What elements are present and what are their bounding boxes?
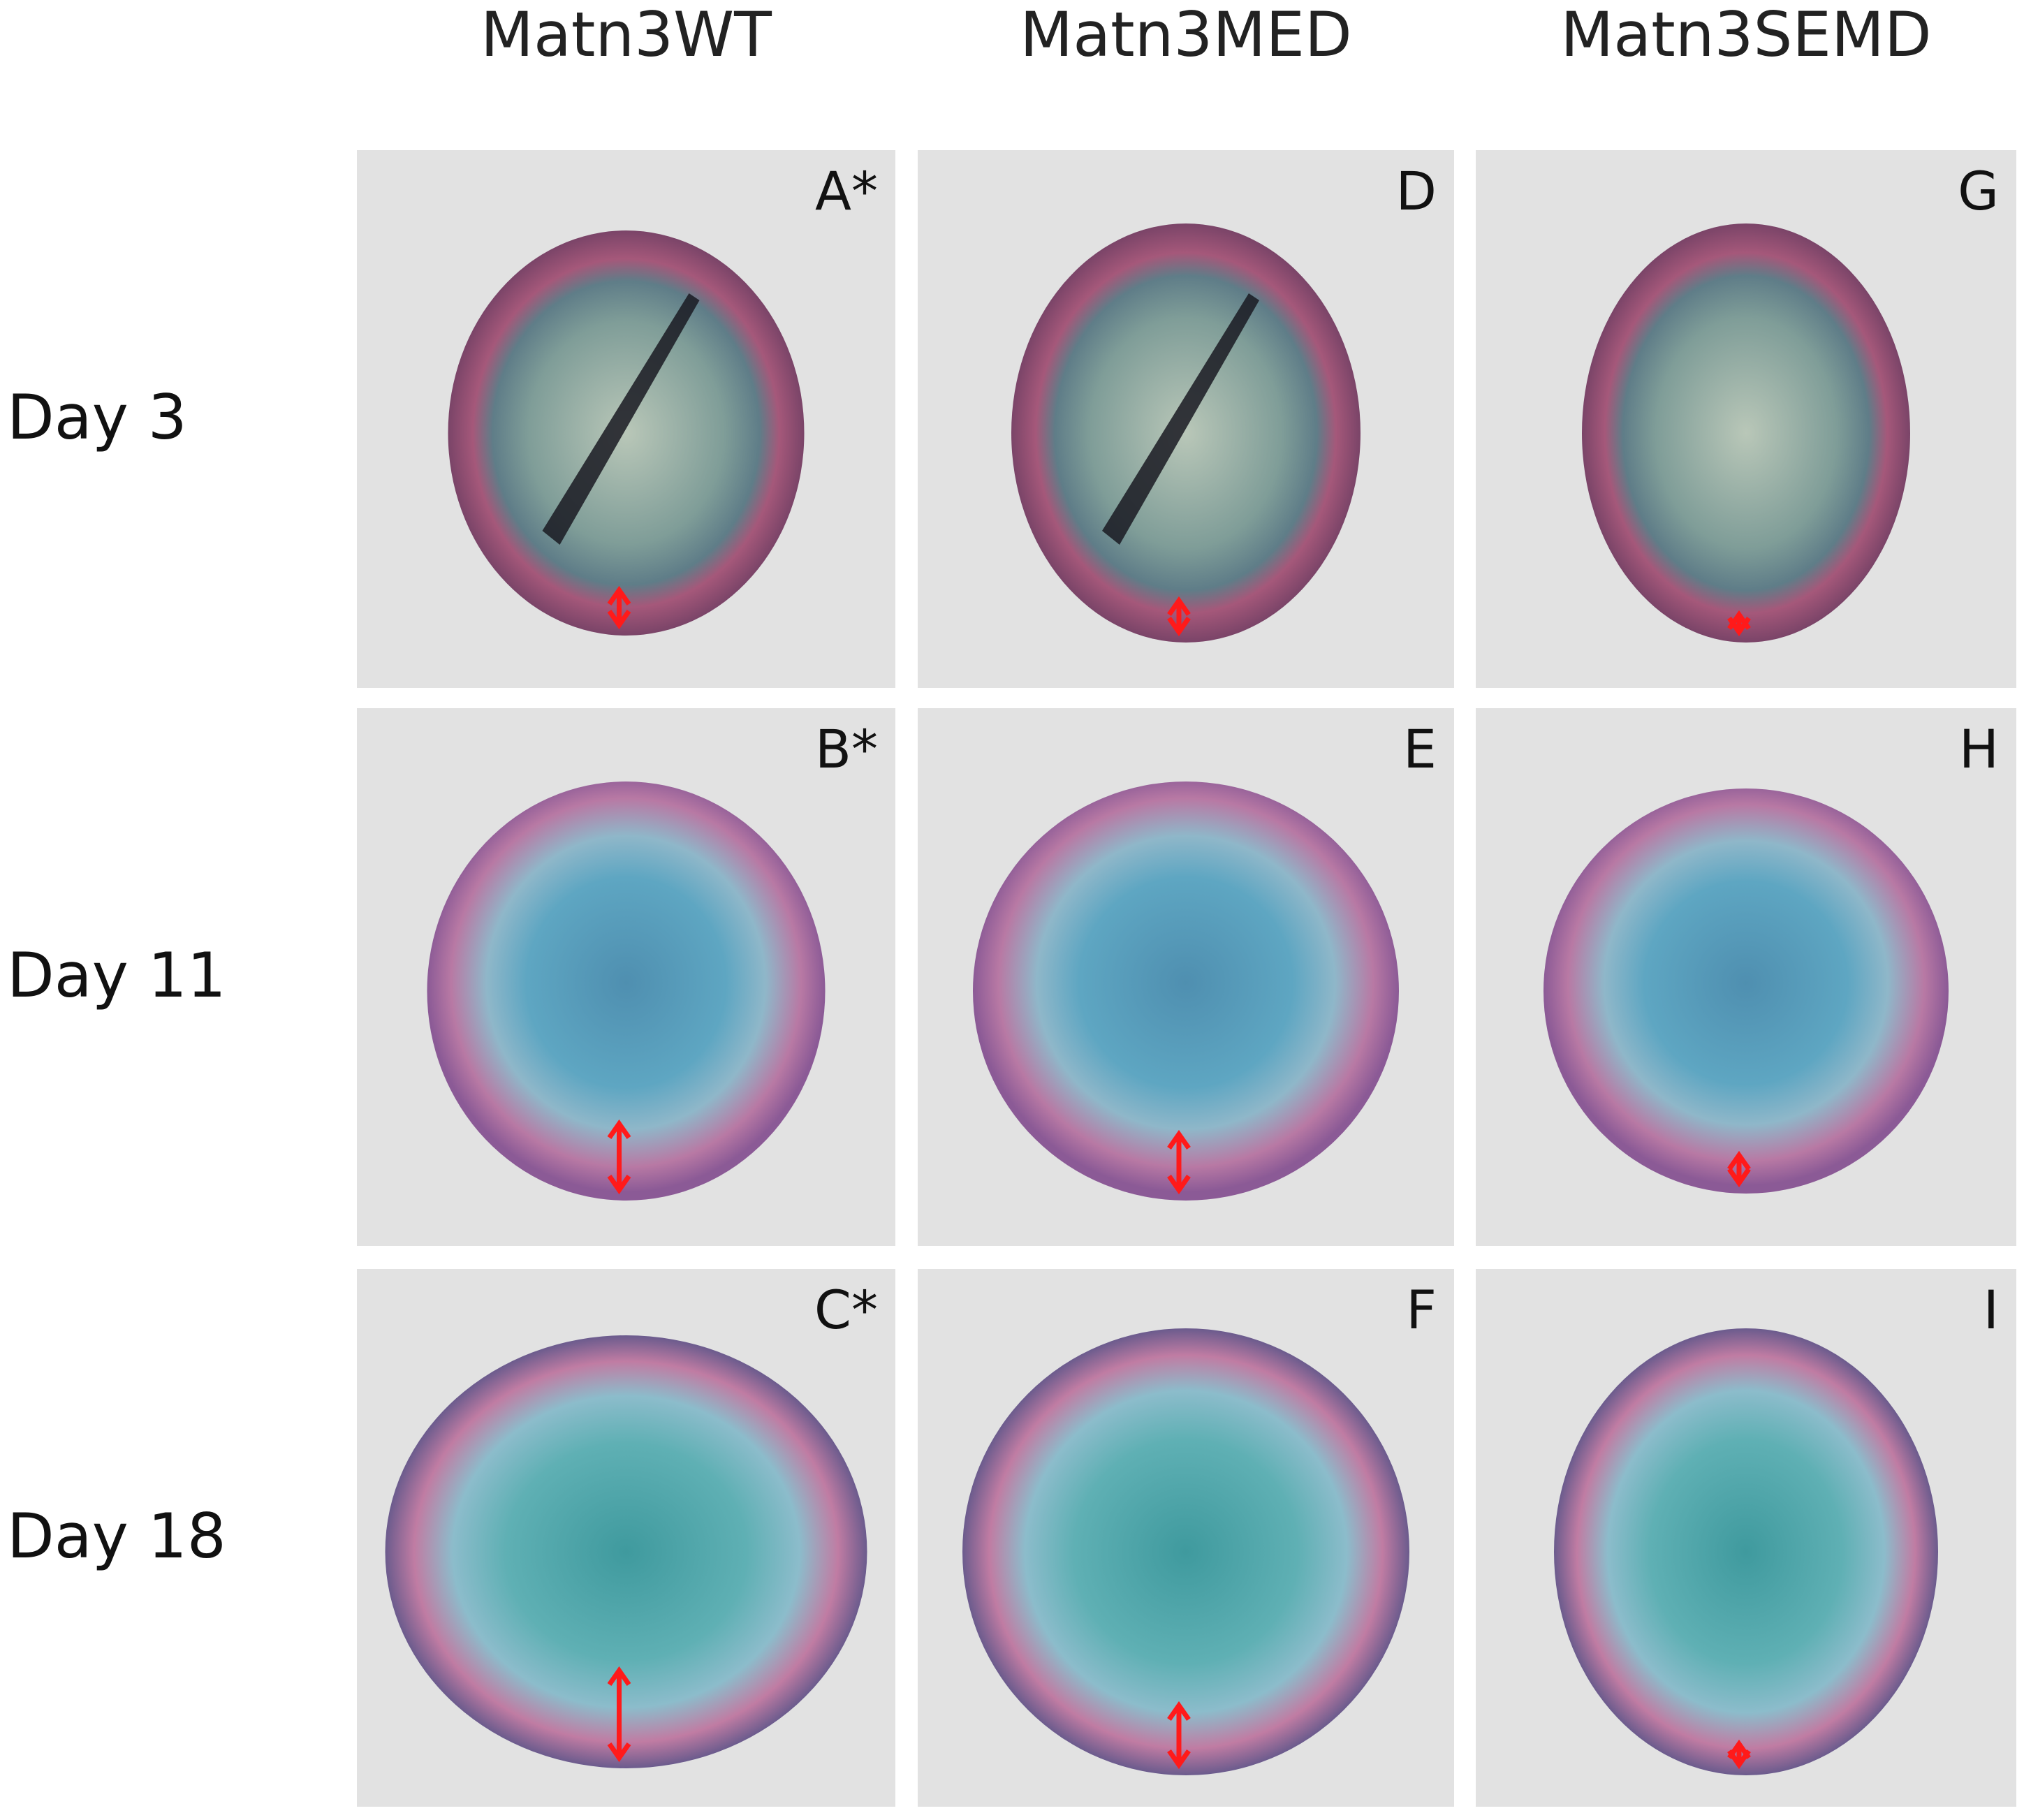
panel: B* bbox=[357, 708, 895, 1246]
panel-letter: B* bbox=[815, 718, 878, 780]
arrow-head bbox=[607, 1666, 631, 1687]
specimen bbox=[427, 781, 826, 1201]
panel-letter: A* bbox=[815, 160, 878, 222]
panel-letter: C* bbox=[814, 1279, 878, 1341]
panel: A* bbox=[357, 150, 895, 688]
specimen bbox=[1582, 223, 1910, 643]
specimen bbox=[448, 230, 805, 636]
specimen bbox=[1543, 788, 1949, 1194]
arrow-head bbox=[1727, 1150, 1751, 1171]
specimen bbox=[385, 1335, 867, 1768]
panel-letter: G bbox=[1958, 160, 1999, 222]
panel-letter: F bbox=[1406, 1279, 1437, 1341]
column-header: Matn3WT bbox=[481, 0, 772, 71]
panel: G bbox=[1476, 150, 2016, 688]
arrow-head bbox=[1727, 1749, 1751, 1770]
panel: D bbox=[918, 150, 1454, 688]
panel-letter: I bbox=[1983, 1279, 1999, 1341]
row-label: Day 18 bbox=[7, 1500, 226, 1572]
panel-letter: D bbox=[1395, 160, 1437, 222]
arrow-head bbox=[1167, 1174, 1191, 1195]
row-label: Day 3 bbox=[7, 381, 187, 453]
arrow-head bbox=[607, 609, 631, 630]
panel: C* bbox=[357, 1269, 895, 1807]
panel: I bbox=[1476, 1269, 2016, 1807]
panel: F bbox=[918, 1269, 1454, 1807]
specimen bbox=[1554, 1328, 1938, 1775]
arrow-head bbox=[1167, 1129, 1191, 1150]
section-crack bbox=[542, 293, 700, 545]
arrow-head bbox=[607, 1174, 631, 1195]
arrow-head bbox=[1167, 596, 1191, 617]
panel: E bbox=[918, 708, 1454, 1246]
panel: H bbox=[1476, 708, 2016, 1246]
section-crack bbox=[1102, 293, 1259, 545]
arrow-head bbox=[1727, 1167, 1751, 1188]
arrow-head bbox=[607, 1742, 631, 1763]
specimen bbox=[1011, 223, 1361, 643]
arrow-head bbox=[1167, 1749, 1191, 1770]
column-header: Matn3SEMD bbox=[1560, 0, 1931, 71]
specimen bbox=[973, 781, 1399, 1201]
arrow-head bbox=[607, 585, 631, 606]
row-label: Day 11 bbox=[7, 939, 226, 1011]
arrow-head bbox=[607, 1119, 631, 1140]
specimen bbox=[962, 1328, 1409, 1775]
panel-letter: H bbox=[1959, 718, 1999, 780]
arrow-head bbox=[1727, 616, 1751, 637]
arrow-head bbox=[1167, 1701, 1191, 1722]
arrow-head bbox=[1167, 616, 1191, 637]
column-header: Matn3MED bbox=[1020, 0, 1351, 71]
panel-letter: E bbox=[1403, 718, 1437, 780]
